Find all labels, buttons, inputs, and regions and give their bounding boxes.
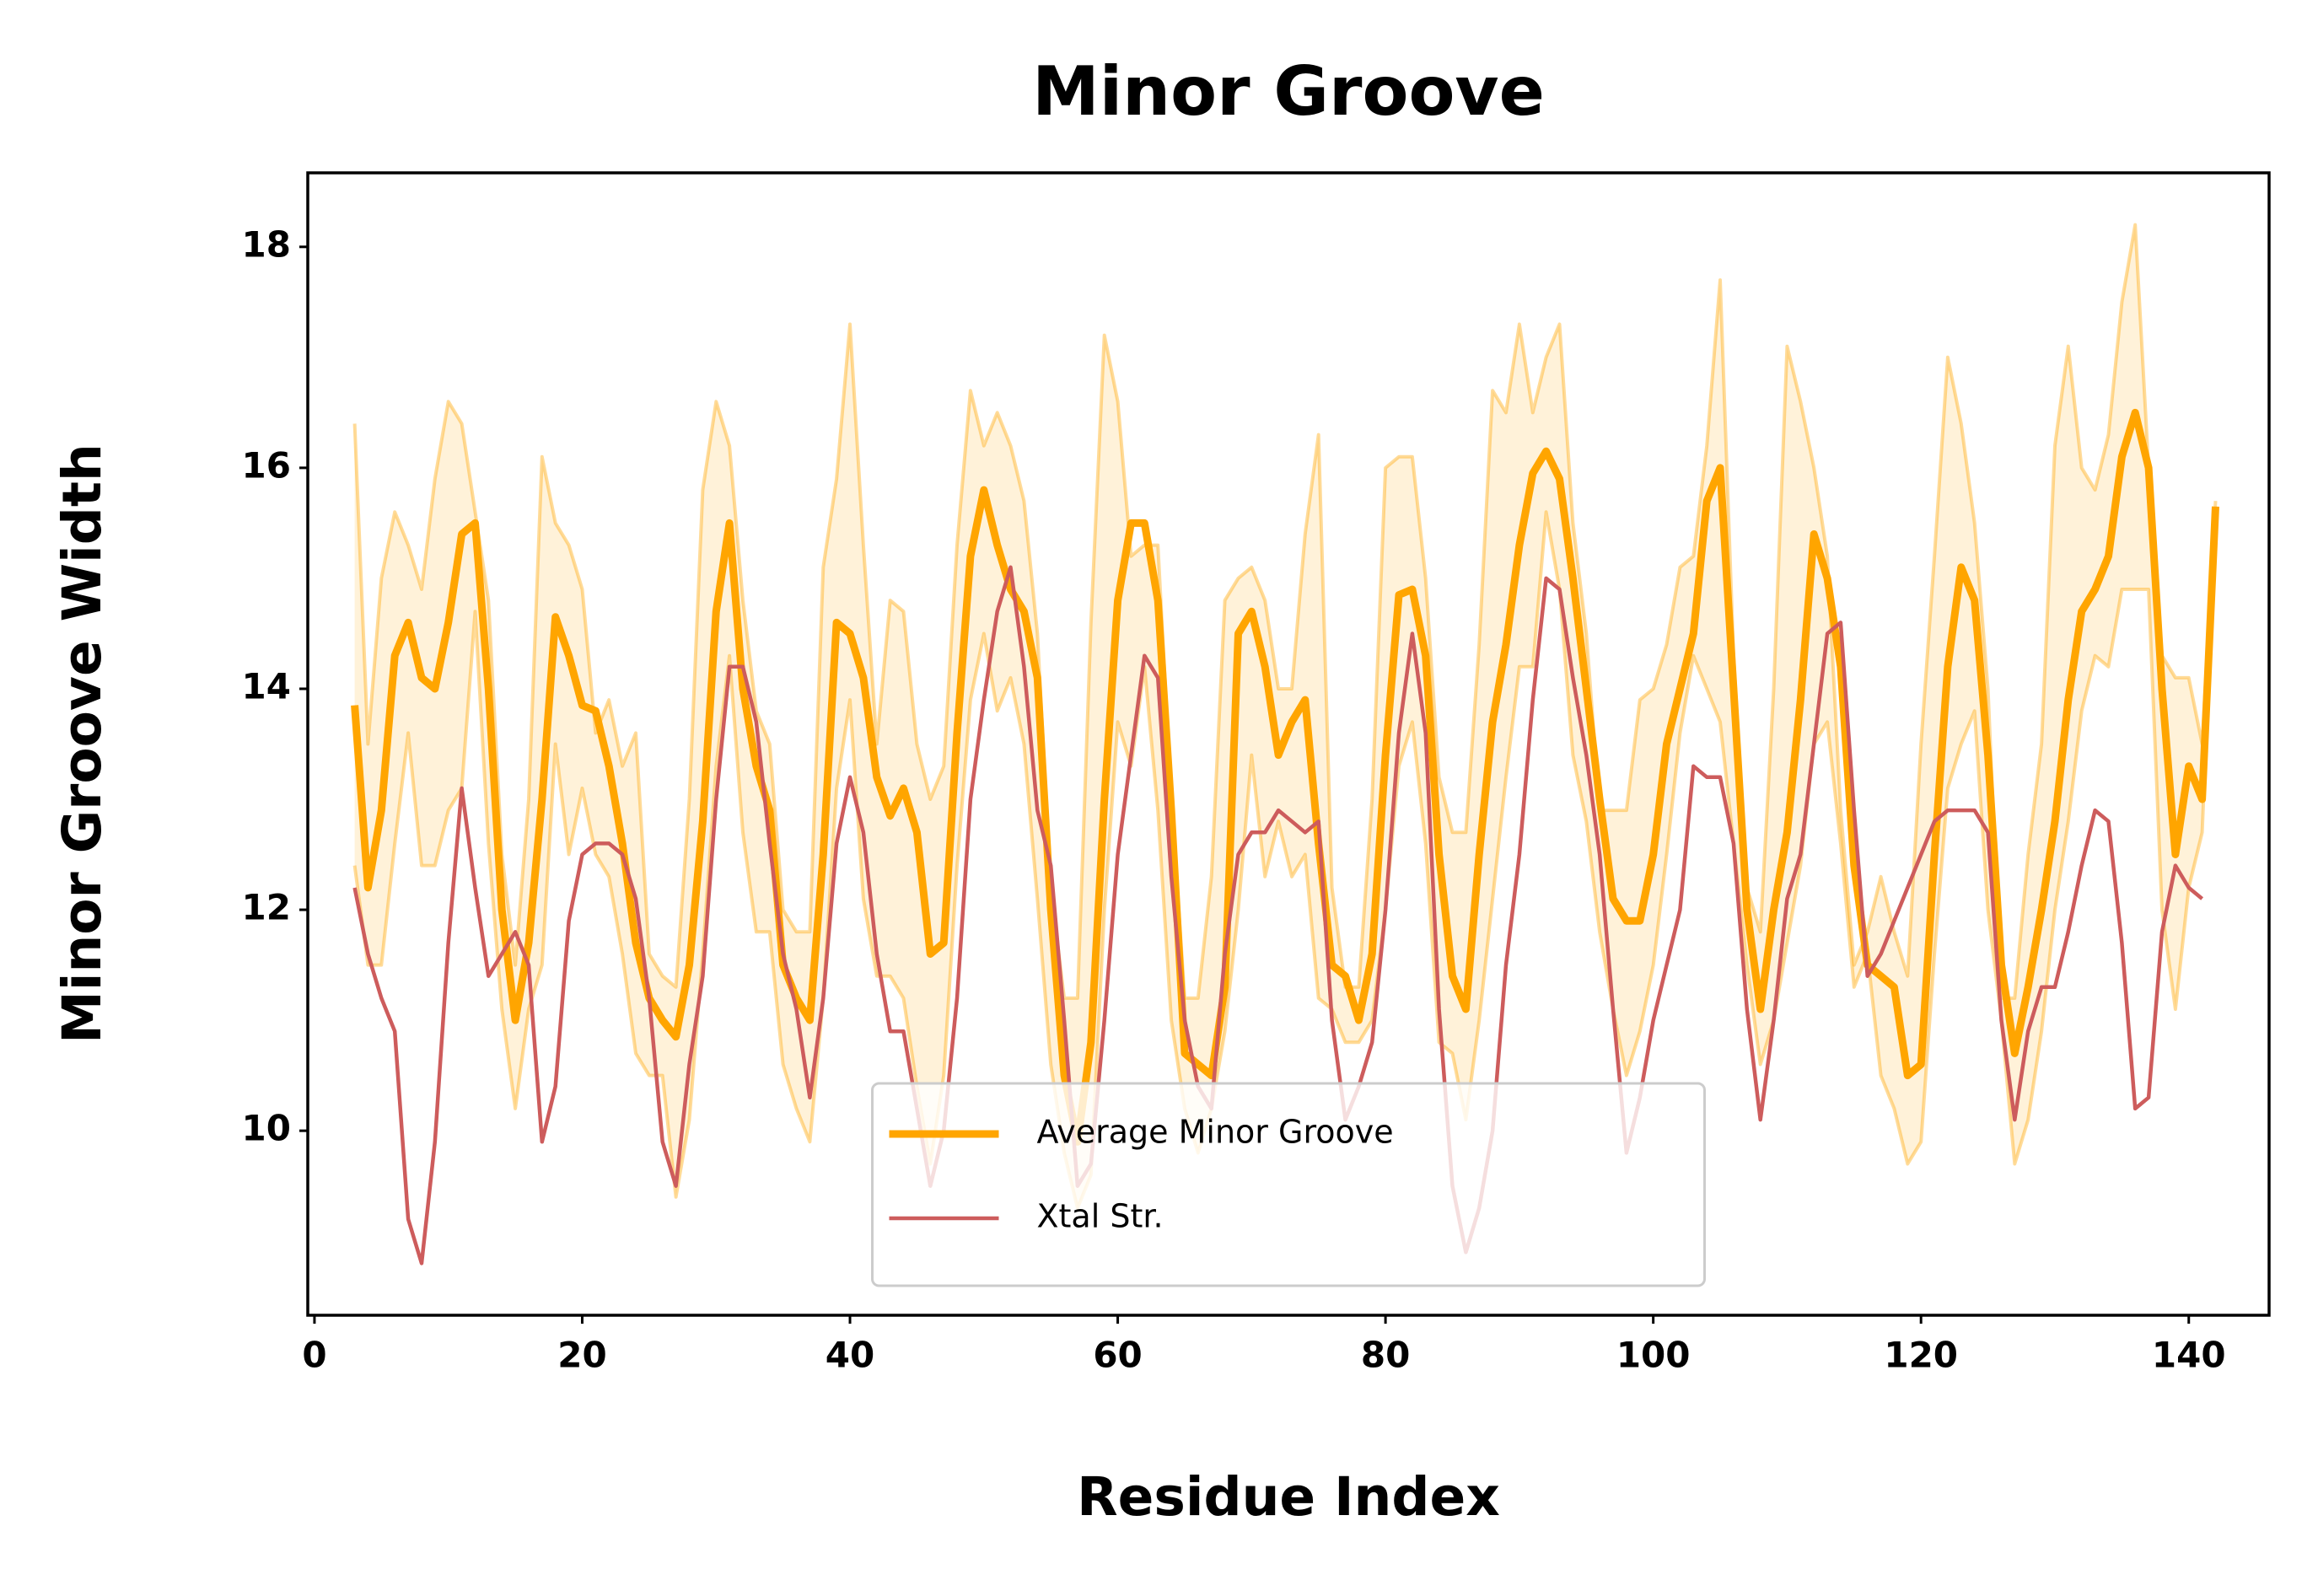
y-tick-label: 18 — [242, 223, 291, 265]
x-tick-label: 40 — [826, 1335, 874, 1376]
y-tick-label: 12 — [242, 887, 291, 928]
series-line — [352, 565, 2204, 1266]
x-tick-label: 0 — [302, 1335, 326, 1376]
y-tick-label: 14 — [242, 665, 291, 707]
y-tick-label: 16 — [242, 444, 291, 486]
series-line — [351, 408, 2219, 1146]
legend-box — [871, 1082, 1706, 1287]
x-tick-label: 100 — [1616, 1335, 1691, 1376]
plot-frame — [306, 171, 2271, 1317]
x-tick-label: 120 — [1884, 1335, 1958, 1376]
x-tick-label: 80 — [1361, 1335, 1410, 1376]
x-tick-label: 60 — [1093, 1335, 1142, 1376]
y-axis-label: Minor Groove Width — [51, 443, 113, 1044]
band-area — [354, 224, 2216, 1208]
chart-title: Minor Groove — [1032, 52, 1545, 131]
legend-label: Average Minor Groove — [1037, 1114, 1394, 1151]
y-tick-label: 10 — [242, 1108, 291, 1149]
x-axis-label: Residue Index — [1077, 1466, 1500, 1528]
legend-label: Xtal Str. — [1037, 1198, 1164, 1235]
x-tick-label: 140 — [2152, 1335, 2226, 1376]
legend: Average Minor Groove Xtal Str. — [871, 1082, 1706, 1287]
band-edge — [352, 223, 2218, 1000]
band-edge — [352, 510, 2218, 1210]
x-tick-label: 20 — [557, 1335, 606, 1376]
